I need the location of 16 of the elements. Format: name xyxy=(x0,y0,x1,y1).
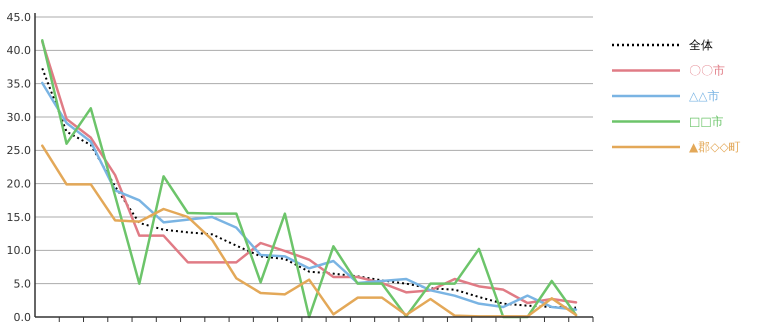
y-tick-label: 10.0 xyxy=(6,244,31,258)
y-tick-label: 30.0 xyxy=(6,110,31,124)
y-tick-label: 15.0 xyxy=(6,210,31,224)
y-tick-label: 25.0 xyxy=(6,144,31,158)
y-tick-label: 45.0 xyxy=(6,10,31,24)
y-tick-label: 35.0 xyxy=(6,78,31,91)
text: 全体 xyxy=(689,38,713,52)
text: 〇〇市 xyxy=(689,64,725,78)
y-tick-label: 0.0 xyxy=(14,310,31,324)
y-tick-label: 5.0 xyxy=(14,278,31,291)
line-series xyxy=(41,144,578,318)
text: △△市 xyxy=(689,89,720,104)
text: ▲郡◇◇町 xyxy=(689,140,741,154)
text: □□市 xyxy=(689,114,724,129)
y-tick-label: 40.0 xyxy=(6,44,31,58)
y-tick-label: 20.0 xyxy=(6,178,31,191)
